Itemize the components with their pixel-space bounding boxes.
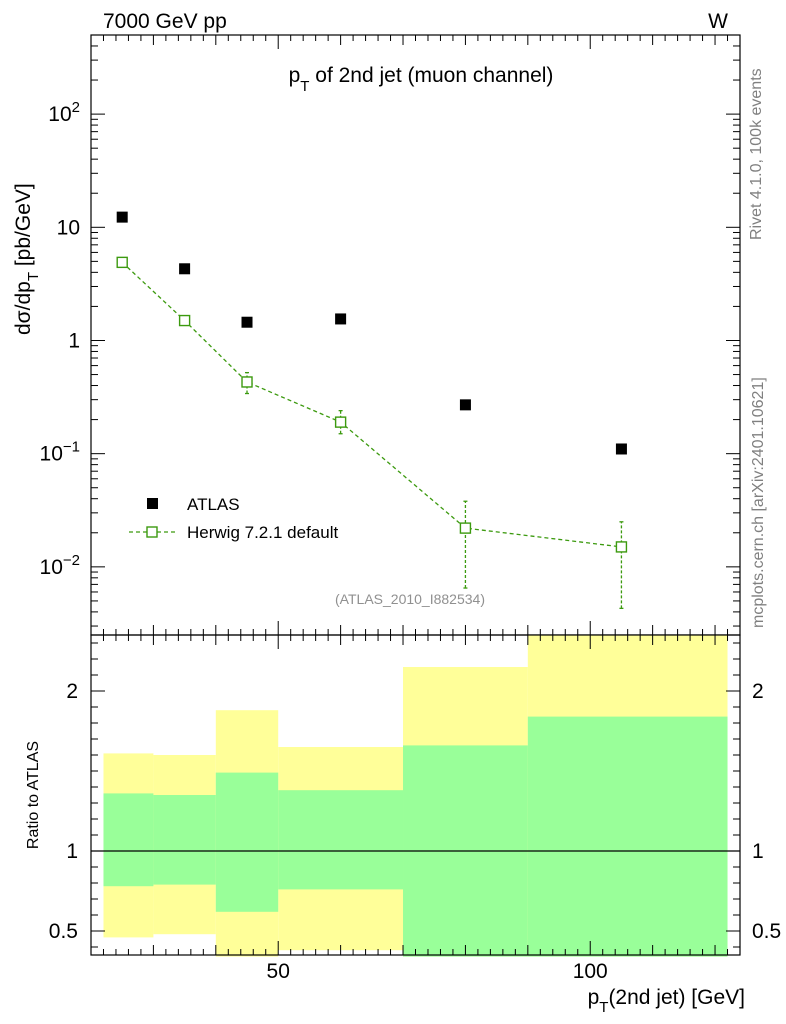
herwig-point [459,522,472,534]
rivet-label: Rivet 4.1.0, 100k events [748,68,765,240]
legend-atlas-label: ATLAS [187,495,240,514]
herwig-point [116,256,128,269]
legend-herwig-label: Herwig 7.2.1 default [187,523,338,542]
x-tick-label: 100 [573,960,608,983]
main-ticks [90,34,741,635]
herwig-dashed-line [121,261,622,548]
ratio-panel: 0.5 0.5 1 1 2 2 50 100 [49,634,781,983]
x-tick-labels: 50 100 [267,960,608,983]
ratio-y-tick-label: 2 [66,680,78,703]
ratio-y-tick-label-right: 1 [752,840,764,863]
main-y-tick-labels: 102 10 1 10−1 10−2 [40,99,80,579]
atlas-point [116,211,128,223]
y-tick-label: 102 [48,99,80,126]
atlas-point [241,316,253,328]
atlas-points [116,211,627,455]
y-tick-label: 10 [57,216,80,239]
ratio-band-stat [103,793,154,887]
atlas-point [615,443,627,455]
atlas-point [459,399,471,411]
header-energy: 7000 GeV pp [103,10,227,33]
ratio-band-stat [278,790,404,890]
x-tick-label: 50 [267,960,290,983]
herwig-line [121,261,622,548]
ratio-frame [90,634,741,956]
legend: ATLAS Herwig 7.2.1 default [129,495,338,542]
ratio-y-tick-labels: 0.5 0.5 1 1 2 2 [49,680,781,943]
herwig-error-bars [120,259,624,609]
y-tick-label: 10−2 [40,552,80,579]
legend-herwig-marker [146,526,158,538]
ratio-band-stat [527,716,728,957]
main-y-axis-label: dσ/dpT [pb/GeV] [12,183,42,335]
herwig-points [116,256,628,553]
header-process: W [708,10,728,33]
ratio-y-tick-label-right: 2 [752,680,764,703]
ratio-y-tick-label: 0.5 [49,920,78,943]
ratio-y-axis-label: Ratio to ATLAS [25,741,42,849]
herwig-point [615,541,628,553]
herwig-point [178,314,191,327]
ratio-bands [103,635,728,957]
y-tick-label: 10−1 [40,439,80,466]
atlas-point [179,263,191,275]
y-tick-label: 1 [68,329,80,352]
mcplots-label: mcplots.cern.ch [arXiv:2401.10621] [750,377,767,628]
legend-atlas-marker [147,498,158,509]
analysis-reference: (ATLAS_2010_I882534) [335,591,485,607]
ratio-band-stat [215,772,279,912]
ratio-y-tick-label-right: 0.5 [752,920,781,943]
atlas-point [335,313,347,325]
ratio-y-tick-label: 1 [66,840,78,863]
main-frame [90,34,741,636]
herwig-point [241,376,253,388]
x-axis-label: pT(2nd jet) [GeV] [588,986,745,1016]
herwig-point [334,416,347,428]
main-panel: pT of 2nd jet (muon channel) 10210110−11… [40,34,741,636]
ratio-band-stat [153,795,216,885]
chart-title: pT of 2nd jet (muon channel) [289,64,554,95]
